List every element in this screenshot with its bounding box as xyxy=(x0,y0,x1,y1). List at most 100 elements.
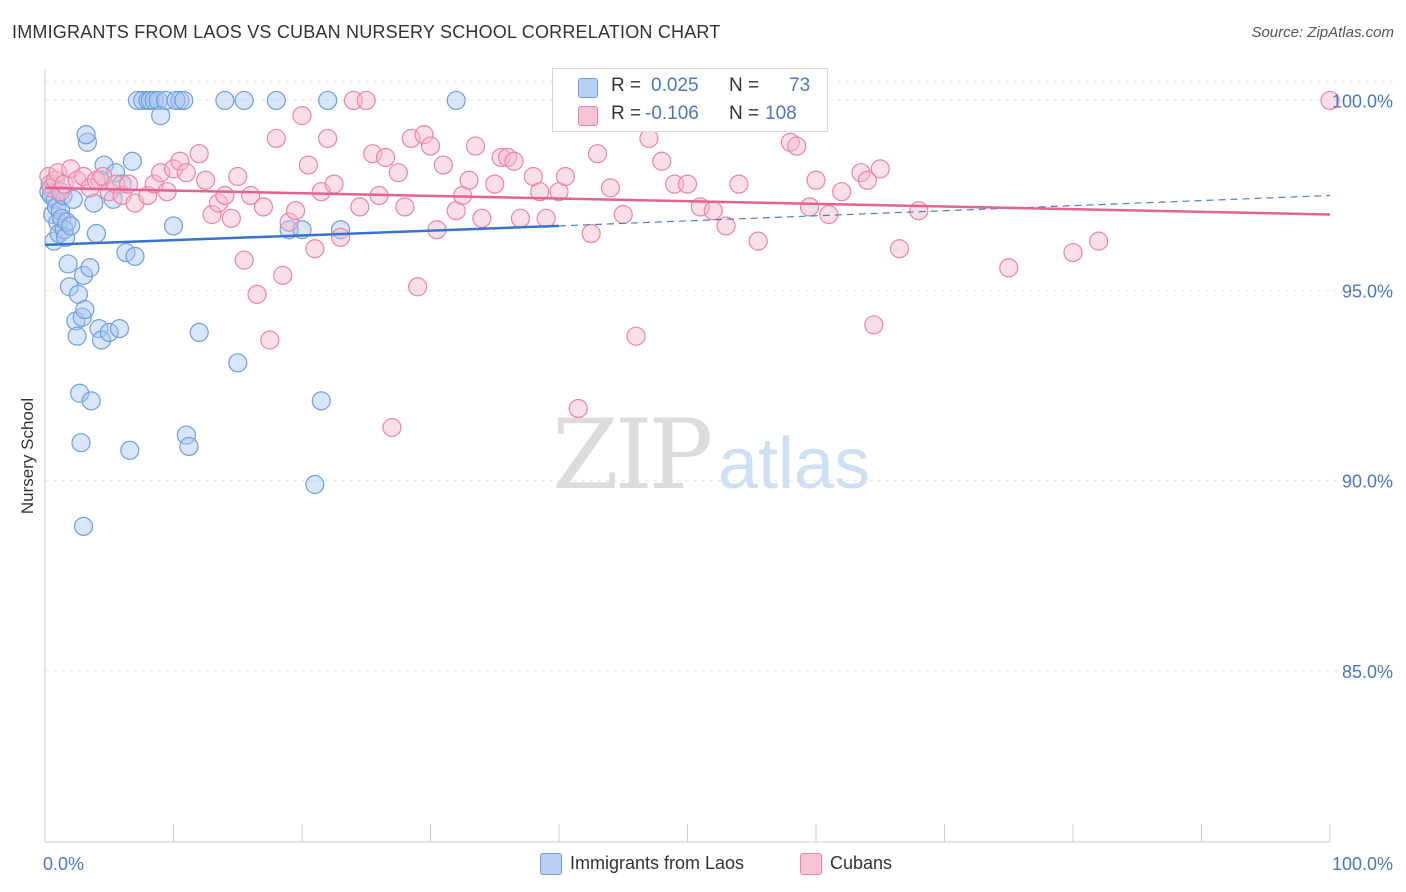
point-laos xyxy=(84,193,104,213)
bottom-legend-label-laos: Immigrants from Laos xyxy=(570,853,745,873)
point-cubans xyxy=(260,330,280,350)
y-axis-label: Nursery School xyxy=(18,398,37,514)
legend-n-label: N = xyxy=(729,75,760,96)
point-cubans xyxy=(568,398,588,419)
y-tick-label: 85.0% xyxy=(1342,662,1393,682)
point-cubans xyxy=(285,201,306,221)
point-laos xyxy=(81,391,101,411)
stats-legend: R = 0.025 N = 73 R = -0.106 N = 108 xyxy=(552,68,828,132)
y-tick-label: 95.0% xyxy=(1342,282,1393,302)
point-cubans xyxy=(170,151,190,171)
point-cubans xyxy=(864,315,884,335)
point-cubans xyxy=(196,170,216,190)
x-tick-label-min: 0.0% xyxy=(43,854,84,874)
point-laos xyxy=(67,326,87,346)
point-cubans xyxy=(73,166,94,187)
point-laos xyxy=(76,125,96,145)
point-cubans xyxy=(536,208,556,228)
point-laos xyxy=(80,258,100,278)
point-laos xyxy=(73,516,94,536)
legend-r-label: R = xyxy=(611,75,642,96)
point-laos xyxy=(73,265,94,285)
point-cubans xyxy=(870,159,890,179)
point-cubans xyxy=(613,204,633,225)
point-cubans xyxy=(388,163,408,183)
point-cubans xyxy=(208,193,229,213)
point-cubans xyxy=(234,250,254,270)
point-cubans xyxy=(1063,242,1083,263)
series-laos-points xyxy=(39,90,466,536)
y-tick-label: 90.0% xyxy=(1342,472,1393,492)
point-cubans xyxy=(510,208,531,228)
trend-cubans xyxy=(44,186,1331,216)
legend-n-value: 108 xyxy=(765,103,797,124)
point-laos xyxy=(215,90,235,111)
point-cubans xyxy=(626,326,646,346)
point-laos xyxy=(75,299,95,320)
point-cubans xyxy=(806,170,826,190)
bottom-legend-label-cubans: Cubans xyxy=(830,853,893,873)
point-laos xyxy=(109,319,130,339)
point-cubans xyxy=(999,258,1019,278)
point-laos xyxy=(179,436,199,457)
point-cubans xyxy=(298,155,319,175)
point-cubans xyxy=(530,182,550,202)
point-cubans xyxy=(189,144,209,164)
point-laos xyxy=(106,163,126,183)
point-cubans xyxy=(703,201,723,221)
point-cubans xyxy=(228,166,248,187)
point-cubans xyxy=(266,128,286,149)
point-cubans xyxy=(202,204,222,225)
axes xyxy=(44,70,1331,843)
point-cubans xyxy=(305,239,325,259)
point-cubans xyxy=(787,136,807,156)
point-laos xyxy=(99,322,119,343)
gridlines xyxy=(45,80,1395,672)
point-cubans xyxy=(581,223,601,244)
point-cubans xyxy=(472,208,492,228)
point-laos xyxy=(72,307,92,327)
point-cubans xyxy=(324,174,344,194)
series-cubans-points xyxy=(39,90,1340,438)
point-cubans xyxy=(375,147,396,168)
legend-r-label: R = xyxy=(611,103,642,124)
point-laos xyxy=(446,90,466,111)
point-cubans xyxy=(889,239,910,259)
point-cubans xyxy=(716,216,736,236)
point-laos xyxy=(318,90,338,111)
point-cubans xyxy=(600,178,621,198)
point-cubans xyxy=(491,147,511,168)
point-cubans xyxy=(215,185,235,206)
legend-r-value: 0.025 xyxy=(651,75,699,96)
point-cubans xyxy=(414,125,434,145)
point-cubans xyxy=(857,170,878,190)
point-laos xyxy=(61,216,81,236)
point-laos xyxy=(46,197,67,217)
point-laos xyxy=(266,90,286,111)
point-laos xyxy=(50,201,71,221)
point-cubans xyxy=(48,163,68,183)
point-cubans xyxy=(363,144,383,164)
point-laos xyxy=(166,90,186,111)
point-laos xyxy=(151,106,171,126)
watermark-atlas: atlas xyxy=(718,424,870,504)
point-cubans xyxy=(330,227,351,247)
point-cubans xyxy=(221,208,241,228)
point-laos xyxy=(234,90,254,111)
point-laos xyxy=(305,474,325,495)
point-cubans xyxy=(799,197,820,217)
point-cubans xyxy=(504,151,524,171)
chart-title: IMMIGRANTS FROM LAOS VS CUBAN NURSERY SC… xyxy=(12,22,721,42)
point-cubans xyxy=(433,155,453,175)
point-laos xyxy=(122,151,142,171)
point-cubans xyxy=(748,231,768,251)
point-cubans xyxy=(420,136,441,156)
stats-legend-row-cubans: R = -0.106 N = 108 xyxy=(553,101,827,129)
bottom-legend-swatch-laos xyxy=(540,853,562,875)
point-cubans xyxy=(163,159,184,179)
point-cubans xyxy=(465,136,486,156)
point-laos xyxy=(86,223,107,244)
point-cubans xyxy=(459,170,479,190)
point-cubans xyxy=(99,182,119,202)
